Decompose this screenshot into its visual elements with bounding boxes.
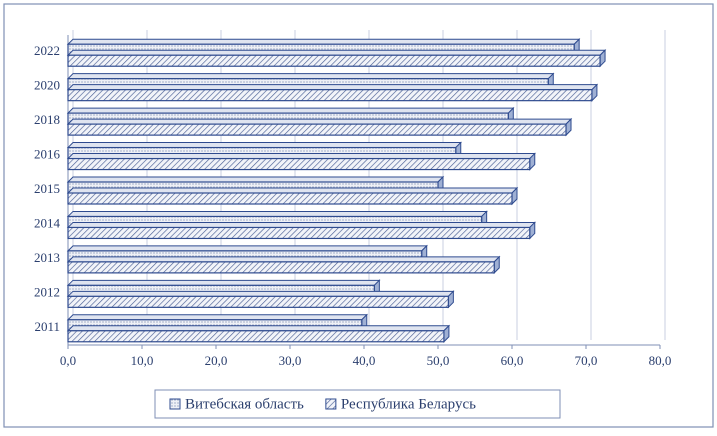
y-tick-label: 2022 xyxy=(34,43,60,58)
bar xyxy=(66,83,599,102)
bar-front xyxy=(67,54,601,67)
bar-top xyxy=(66,187,519,194)
bar-top xyxy=(66,325,451,332)
bar-top xyxy=(66,314,368,321)
bar-front xyxy=(67,295,449,308)
bar-front xyxy=(67,192,513,205)
x-tick-label: 60,0 xyxy=(501,353,524,368)
bar-top xyxy=(66,210,488,217)
x-tick-label: 70,0 xyxy=(575,353,598,368)
x-tick-label: 0,0 xyxy=(60,353,76,368)
bar-front xyxy=(67,261,495,274)
bar-top xyxy=(66,256,501,263)
bar xyxy=(66,186,519,206)
x-tick-label: 20,0 xyxy=(205,353,228,368)
bar-top xyxy=(66,142,462,149)
bar-top xyxy=(66,153,536,160)
bar-front xyxy=(67,330,445,343)
bar-top xyxy=(66,245,428,252)
y-tick-label: 2014 xyxy=(34,215,61,230)
y-tick-label: 2011 xyxy=(34,319,60,334)
x-tick-label: 80,0 xyxy=(649,353,672,368)
legend-label: Витебская область xyxy=(185,396,304,412)
bar xyxy=(66,255,501,275)
bar xyxy=(66,290,455,309)
legend-swatch xyxy=(169,398,181,410)
bar-top xyxy=(66,290,455,297)
x-tick-label: 10,0 xyxy=(131,353,154,368)
bar-top xyxy=(66,221,536,228)
y-tick-label: 2012 xyxy=(34,284,60,299)
bar-top xyxy=(66,118,573,125)
bar xyxy=(66,152,536,171)
bar-top xyxy=(66,38,581,45)
bar-front xyxy=(67,157,531,171)
bar-top xyxy=(66,279,381,286)
frame xyxy=(3,3,714,428)
bar-top xyxy=(66,84,599,91)
bar-top xyxy=(66,176,445,183)
x-tick-label: 50,0 xyxy=(427,353,450,368)
x-tick-label: 40,0 xyxy=(353,353,376,368)
bar-front xyxy=(67,123,567,136)
bar-top xyxy=(66,107,515,114)
bar-top xyxy=(66,49,607,56)
bar-front xyxy=(67,89,593,102)
legend-swatch xyxy=(325,398,337,410)
bar-front xyxy=(67,226,531,240)
x-tick-label: 30,0 xyxy=(279,353,302,368)
bar-top xyxy=(66,73,555,80)
y-tick-label: 2016 xyxy=(34,147,61,162)
bar xyxy=(66,49,607,68)
bar xyxy=(66,221,536,240)
y-tick-label: 2020 xyxy=(34,78,60,93)
y-tick-label: 2015 xyxy=(34,181,60,196)
legend-box xyxy=(154,389,561,419)
y-tick-label: 2013 xyxy=(34,250,60,265)
bar xyxy=(66,117,573,137)
bar xyxy=(66,324,451,343)
y-tick-label: 2018 xyxy=(34,112,60,127)
legend-label: Республика Беларусь xyxy=(341,396,476,412)
